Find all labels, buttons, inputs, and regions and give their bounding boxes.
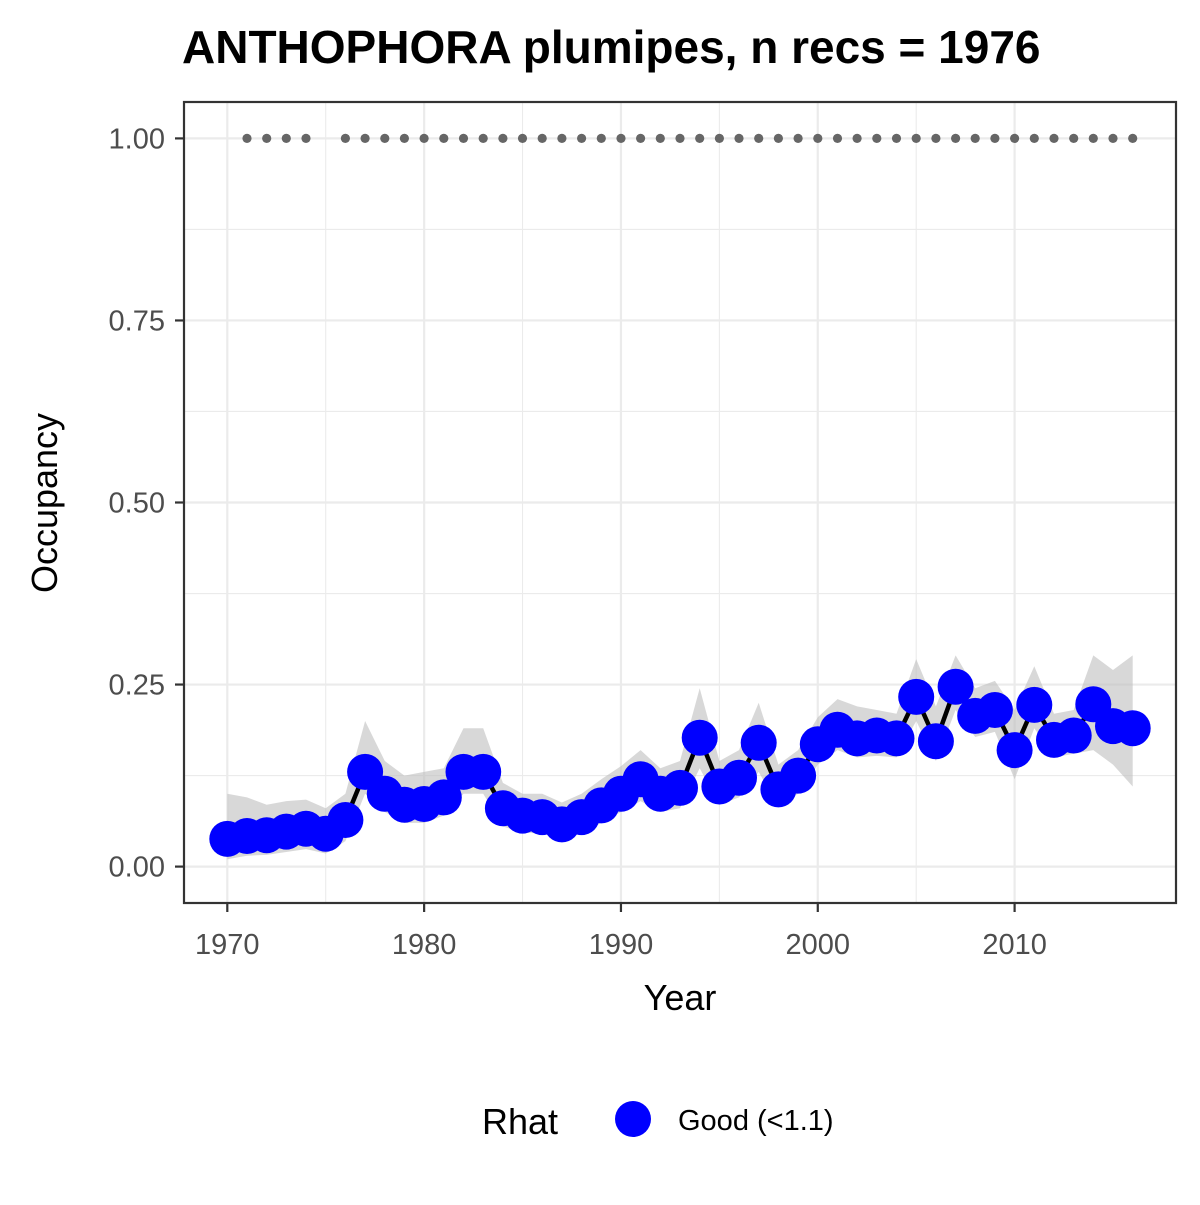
- data-point-1976: [327, 802, 364, 838]
- record-dot-1994: [695, 133, 705, 143]
- legend-key-good: [615, 1101, 651, 1137]
- record-dot-2013: [1069, 133, 1079, 143]
- record-dot-1979: [399, 133, 409, 143]
- record-dot-2008: [970, 133, 980, 143]
- record-dot-2011: [1029, 133, 1039, 143]
- record-dot-2000: [813, 133, 823, 143]
- record-dot-1974: [301, 133, 311, 143]
- legend-title: Rhat: [482, 1101, 558, 1142]
- data-point-1996: [721, 759, 757, 796]
- data-point-1994: [681, 719, 718, 756]
- record-dot-1991: [636, 133, 646, 143]
- y-tick-label: 0.00: [109, 852, 165, 884]
- record-dot-1992: [655, 133, 665, 143]
- record-dot-2003: [872, 133, 882, 143]
- axis-ticks: 1970 1980 1990 2000 2010 0.00 0.25 0.50 0.75 1.00: [109, 123, 1047, 961]
- record-dot-1988: [577, 133, 587, 143]
- data-point-2004: [878, 720, 915, 757]
- record-dot-1999: [793, 133, 803, 143]
- y-axis-title: Occupancy: [24, 413, 65, 593]
- record-dot-1983: [478, 133, 488, 143]
- record-dot-2001: [832, 133, 843, 143]
- data-point-2013: [1055, 717, 1092, 754]
- x-tick-label: 1980: [392, 929, 457, 961]
- points-layer: [209, 668, 1151, 857]
- data-point-2007: [937, 668, 974, 705]
- record-dot-2016: [1128, 133, 1138, 143]
- record-dot-2002: [852, 133, 862, 143]
- record-dot-1977: [360, 133, 370, 143]
- record-dot-1982: [458, 133, 469, 143]
- x-tick-label: 2000: [786, 929, 851, 961]
- y-tick-label: 1.00: [109, 123, 165, 155]
- record-dots-layer: [242, 133, 1138, 143]
- record-dot-1981: [439, 133, 449, 143]
- record-dot-1984: [498, 133, 508, 143]
- record-dot-1987: [557, 133, 567, 143]
- record-dot-2014: [1088, 133, 1098, 143]
- record-dot-2004: [891, 133, 902, 143]
- record-dot-2012: [1049, 133, 1059, 143]
- record-dot-2010: [1010, 133, 1020, 143]
- data-point-2006: [917, 723, 954, 760]
- record-dot-2009: [990, 133, 1000, 143]
- data-point-2009: [976, 692, 1013, 728]
- data-point-2010: [996, 732, 1033, 769]
- record-dot-1995: [714, 133, 725, 143]
- record-dot-1989: [596, 133, 606, 143]
- data-point-1993: [662, 769, 698, 806]
- record-dot-2015: [1108, 133, 1118, 143]
- record-dot-1986: [537, 133, 547, 143]
- record-dot-2005: [911, 133, 921, 143]
- record-dot-1985: [517, 133, 528, 143]
- record-dot-1996: [734, 133, 744, 143]
- y-tick-label: 0.75: [109, 305, 165, 337]
- x-tick-label: 2010: [982, 929, 1047, 961]
- data-point-1981: [425, 779, 462, 816]
- record-dot-1978: [380, 133, 390, 143]
- record-dot-1971: [242, 133, 252, 143]
- data-point-2011: [1016, 686, 1053, 723]
- data-point-2016: [1114, 710, 1151, 747]
- record-dot-1997: [754, 133, 764, 143]
- data-point-1983: [465, 753, 502, 790]
- x-tick-label: 1990: [589, 929, 654, 961]
- data-point-1997: [740, 724, 777, 761]
- record-dot-1972: [262, 133, 272, 143]
- x-tick-label: 1970: [195, 929, 260, 961]
- record-dot-1976: [340, 133, 350, 143]
- chart-title: ANTHOPHORA plumipes, n recs = 1976: [182, 21, 1041, 73]
- record-dot-1973: [281, 133, 291, 143]
- record-dot-2007: [951, 133, 961, 143]
- legend-label-good: Good (<1.1): [678, 1105, 834, 1137]
- record-dot-1993: [675, 133, 685, 143]
- record-dot-2006: [931, 133, 941, 143]
- data-point-2005: [898, 678, 935, 715]
- data-point-1999: [780, 757, 817, 794]
- record-dot-1990: [616, 133, 626, 143]
- x-axis-title: Year: [644, 977, 717, 1018]
- record-dot-1980: [419, 133, 429, 143]
- legend: Rhat Good (<1.1): [482, 1101, 834, 1142]
- record-dot-1998: [773, 133, 784, 143]
- y-tick-label: 0.50: [109, 488, 165, 520]
- y-tick-label: 0.25: [109, 670, 165, 702]
